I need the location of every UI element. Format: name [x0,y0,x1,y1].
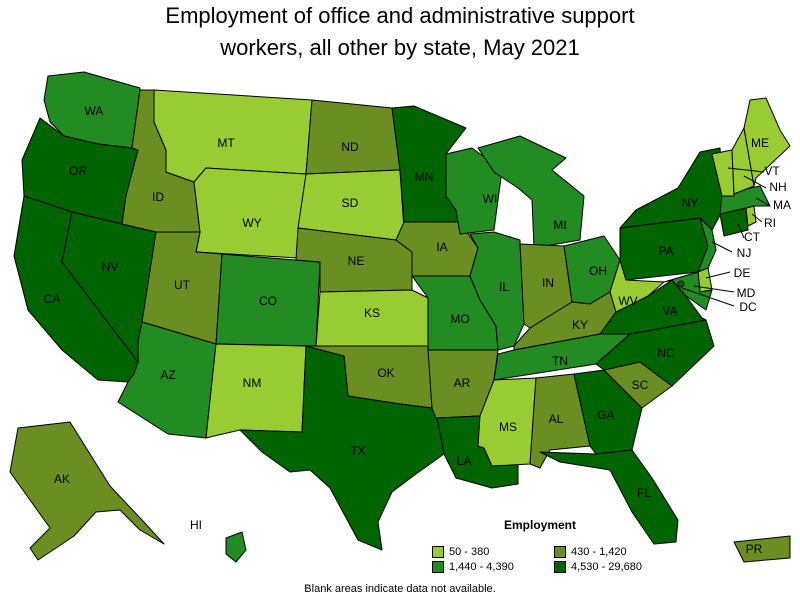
legend-item-3: 1,440 - 4,390 [432,561,514,573]
label-WV: WV [618,294,637,308]
legend-label-3: 1,440 - 4,390 [449,561,514,573]
label-AR: AR [454,376,471,390]
label-DE: DE [734,266,751,280]
label-VA: VA [662,304,677,318]
label-AL: AL [549,412,564,426]
label-WI: WI [483,192,498,206]
label-MT: MT [217,136,235,150]
label-NY: NY [682,196,699,210]
state-NM[interactable] [205,343,307,439]
label-WA: WA [85,104,104,118]
label-HI: HI [190,518,202,532]
state-labels: WA OR CA NV ID MT WY UT AZ CO NM ND SD N… [44,104,791,556]
label-WY: WY [242,216,261,230]
label-CO: CO [259,294,277,308]
label-ND: ND [341,140,359,154]
label-NV: NV [102,260,119,274]
label-MI: MI [553,218,566,232]
leader-lines [681,167,771,307]
label-KS: KS [364,306,380,320]
legend-label-4: 4,530 - 29,680 [571,561,642,573]
state-IL[interactable] [469,231,525,351]
state-FL[interactable] [539,449,679,545]
label-TX: TX [350,444,365,458]
label-AZ: AZ [160,368,175,382]
state-WY[interactable] [193,167,307,259]
label-RI: RI [764,216,776,230]
label-IL: IL [499,280,509,294]
label-NM: NM [243,376,262,390]
label-CA: CA [44,292,61,306]
label-SD: SD [342,196,359,210]
label-NH: NH [769,180,786,194]
state-ND[interactable] [305,99,401,175]
label-TN: TN [552,354,568,368]
label-PA: PA [658,244,673,258]
state-WI[interactable] [445,147,503,235]
label-IA: IA [436,240,447,254]
state-AK[interactable] [9,421,165,561]
legend-item-1: 50 - 380 [432,546,489,558]
state-PR[interactable] [733,535,791,563]
label-DC: DC [739,300,757,314]
legend-item-2: 430 - 1,420 [554,546,627,558]
label-NE: NE [348,254,365,268]
label-AK: AK [54,472,70,486]
label-LA: LA [457,454,472,468]
label-MN: MN [415,170,434,184]
legend-swatch-4 [554,561,566,573]
label-OH: OH [589,264,607,278]
label-NC: NC [657,346,675,360]
label-MO: MO [450,312,469,326]
state-MD[interactable] [663,271,713,311]
legend-title: Employment [504,518,577,532]
label-ME: ME [751,136,769,150]
state-VT[interactable] [711,149,735,197]
label-NJ: NJ [737,246,752,260]
state-HI[interactable] [225,531,247,563]
footnote: Blank areas indicate data not available. [304,583,496,595]
state-ME[interactable] [743,97,791,187]
label-VT: VT [764,164,780,178]
state-MI[interactable] [477,135,585,249]
label-MS: MS [499,420,517,434]
title-line-1: Employment of office and administrative … [165,3,635,28]
state-NY[interactable] [619,147,725,231]
label-KY: KY [572,318,588,332]
label-OK: OK [377,366,394,380]
label-OR: OR [69,164,87,178]
legend-item-4: 4,530 - 29,680 [554,561,642,573]
title-line-2: workers, all other by state, May 2021 [220,35,580,60]
label-MD: MD [737,286,756,300]
label-ID: ID [152,190,164,204]
label-FL: FL [637,486,651,500]
label-SC: SC [632,378,649,392]
label-GA: GA [597,408,614,422]
legend-swatch-1 [432,546,444,558]
label-CT: CT [744,230,761,244]
label-MA: MA [773,198,791,212]
legend-label-2: 430 - 1,420 [571,546,627,558]
map-title: Employment of office and administrative … [0,0,800,64]
label-IN: IN [542,276,554,290]
legend-swatch-3 [432,561,444,573]
legend-swatch-2 [554,546,566,558]
label-UT: UT [174,278,191,292]
label-PR: PR [746,542,763,556]
legend-label-1: 50 - 380 [449,546,490,558]
state-TX[interactable] [239,345,445,551]
state-DC[interactable] [677,280,685,288]
